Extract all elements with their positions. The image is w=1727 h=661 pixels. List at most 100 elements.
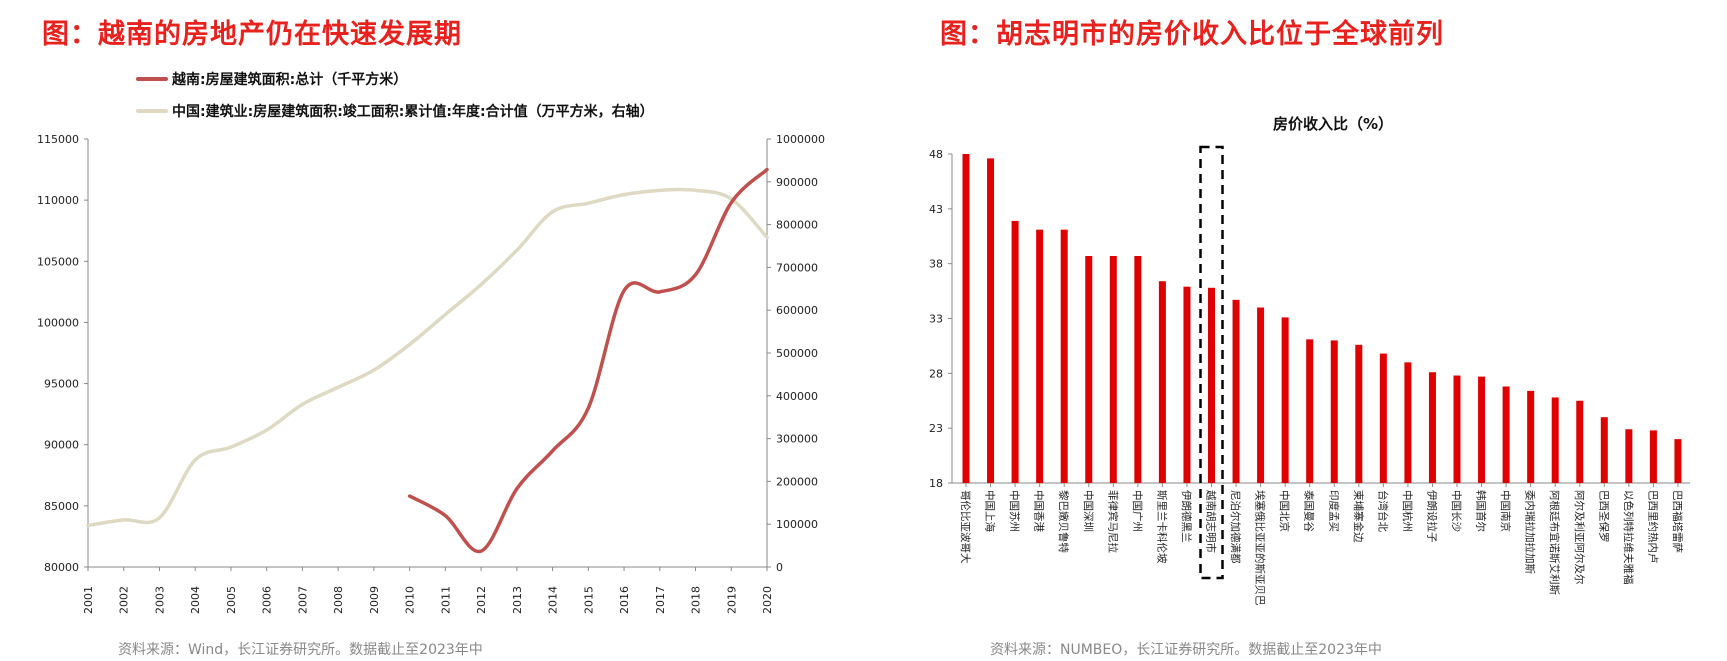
left-tick-label: 95000 — [44, 378, 79, 391]
bar-chart-title: 房价收入比（%） — [1273, 115, 1393, 133]
legend-label: 中国:建筑业:房屋建筑面积:竣工面积:累计值:年度:合计值（万平方米，右轴） — [172, 103, 654, 120]
bar-category-label: 伊朗德黑兰 — [1180, 490, 1193, 543]
x-tick-label: 2016 — [618, 586, 631, 614]
bar-category-label: 印度孟买 — [1327, 490, 1340, 532]
series-line-china — [86, 187, 769, 528]
bar — [1674, 439, 1682, 483]
bar — [1257, 307, 1265, 483]
left-tick-label: 85000 — [44, 500, 79, 513]
bar — [1600, 417, 1608, 483]
x-tick-label: 2001 — [82, 586, 95, 614]
right-tick-label: 800000 — [776, 219, 818, 232]
x-tick-label: 2020 — [761, 586, 774, 614]
bar — [1109, 255, 1117, 483]
x-tick-label: 2018 — [690, 586, 703, 614]
x-tick-label: 2019 — [725, 586, 738, 614]
bar — [1011, 220, 1019, 483]
bar-category-label: 台湾台北 — [1376, 490, 1389, 532]
x-tick-label: 2004 — [189, 586, 202, 614]
bar — [1158, 281, 1166, 483]
bar-category-label: 韩国首尔 — [1475, 490, 1488, 532]
right-tick-label: 900000 — [776, 176, 818, 189]
bar-category-label: 柬埔寨金边 — [1352, 490, 1365, 543]
x-tick-label: 2008 — [332, 586, 345, 614]
x-tick-label: 2005 — [225, 586, 238, 614]
bar — [1576, 400, 1584, 483]
bar — [1355, 344, 1363, 483]
left-tick-label: 100000 — [37, 316, 79, 329]
bar-y-tick-label: 43 — [929, 203, 943, 216]
bar — [1551, 397, 1559, 483]
bar-category-label: 斯里兰卡科伦坡 — [1155, 490, 1168, 564]
bar-category-label: 中国深圳 — [1082, 490, 1095, 532]
x-tick-label: 2006 — [261, 586, 274, 614]
bar-category-label: 中国苏州 — [1008, 490, 1021, 532]
right-tick-label: 700000 — [776, 261, 818, 274]
x-tick-label: 2002 — [118, 586, 131, 614]
right-tick-label: 500000 — [776, 347, 818, 360]
x-tick-label: 2011 — [439, 586, 452, 614]
bar — [1527, 390, 1535, 483]
bar — [1330, 340, 1338, 483]
bar-category-label: 埃塞俄比亚亚的斯亚贝巴 — [1254, 490, 1267, 606]
bar-category-label: 中国长沙 — [1450, 490, 1463, 532]
right-figure-title: 图：胡志明市的房价收入比位于全球前列 — [940, 19, 1444, 50]
bar — [1134, 255, 1142, 483]
right-tick-label: 600000 — [776, 304, 818, 317]
bar-y-tick-label: 33 — [929, 313, 943, 326]
x-tick-label: 2003 — [153, 586, 166, 614]
bar-category-label: 哥伦比亚波哥大 — [959, 490, 972, 564]
right-bar-chart: 房价收入比（%） 18 23 28 33 38 43 48 哥伦比亚波哥大 中国上海 中国苏州 中国香… — [929, 115, 1690, 606]
bar — [1232, 299, 1240, 483]
bar — [1478, 376, 1486, 483]
left-tick-label: 115000 — [37, 133, 79, 146]
bar — [1379, 353, 1387, 483]
bar-category-label: 委内瑞拉加拉加斯 — [1524, 490, 1537, 574]
left-figure-title: 图：越南的房地产仍在快速发展期 — [42, 19, 462, 50]
x-tick-label: 2009 — [368, 586, 381, 614]
bar — [1453, 375, 1461, 483]
left-tick-label: 110000 — [37, 194, 79, 207]
bar — [1036, 229, 1044, 483]
bar-category-label: 黎巴嫩贝鲁特 — [1057, 490, 1070, 553]
right-tick-label: 0 — [776, 561, 783, 574]
bar-y-tick-label: 23 — [929, 422, 943, 435]
bar — [1625, 429, 1633, 483]
x-tick-label: 2013 — [511, 586, 524, 614]
bar — [1428, 372, 1436, 483]
bar-category-label: 阿根廷布宜诺斯艾利斯 — [1548, 490, 1561, 595]
bar-category-label: 伊朗设拉子 — [1425, 490, 1438, 543]
legend-label: 越南:房屋建筑面积:总计（千平方米） — [171, 71, 407, 88]
bar-category-label: 中国南京 — [1499, 490, 1512, 532]
bar — [1183, 286, 1191, 483]
left-source-note: 资料来源：Wind，长江证券研究所。数据截止至2023年中 — [118, 642, 483, 658]
x-tick-label: 2007 — [296, 586, 309, 614]
bar — [987, 158, 995, 484]
bar-category-label: 中国上海 — [984, 490, 997, 532]
bar — [1404, 362, 1412, 483]
bar-category-label: 菲律宾马尼拉 — [1106, 490, 1119, 553]
bar-category-label: 巴西里约热内卢 — [1646, 490, 1659, 564]
highlight-box — [1199, 145, 1224, 580]
bar-category-label: 中国香港 — [1033, 490, 1046, 532]
bar — [1208, 287, 1215, 483]
bar-category-label: 巴西圣保罗 — [1597, 490, 1610, 543]
right-tick-label: 100000 — [776, 518, 818, 531]
bar — [1085, 255, 1093, 483]
right-source-note: 资料来源：NUMBEO，长江证券研究所。数据截止至2023年中 — [990, 642, 1382, 658]
bar — [1306, 339, 1314, 483]
bar-category-label: 以色列特拉维夫雅福 — [1622, 490, 1635, 585]
right-tick-label: 300000 — [776, 433, 818, 446]
x-tick-label: 2015 — [582, 586, 595, 614]
left-line-chart: 80000 85000 90000 95000 100000 105000 110000 11… — [37, 71, 825, 614]
x-tick-label: 2010 — [404, 586, 417, 614]
bar-category-label: 中国北京 — [1278, 490, 1291, 532]
bar-y-tick-label: 38 — [929, 258, 943, 271]
bar — [1502, 386, 1510, 483]
bar-y-tick-label: 28 — [929, 367, 943, 380]
left-tick-label: 80000 — [44, 561, 79, 574]
bar-y-tick-label: 18 — [929, 477, 943, 490]
bar-category-label: 中国杭州 — [1401, 490, 1414, 532]
x-tick-label: 2012 — [475, 586, 488, 614]
bar-category-label: 中国广州 — [1131, 490, 1144, 532]
